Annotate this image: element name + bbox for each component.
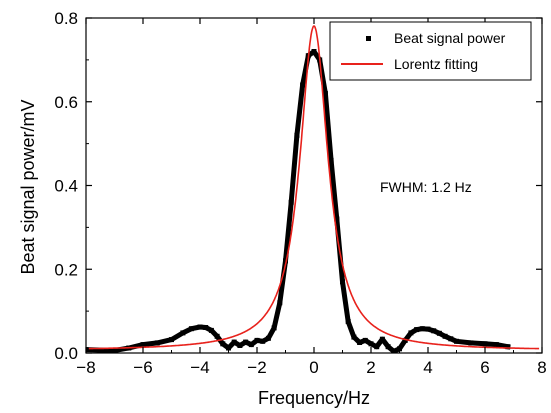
data-point-beat-signal (351, 334, 357, 340)
data-point-beat-signal (169, 337, 174, 343)
data-point-beat-signal (294, 132, 300, 138)
data-point-beat-signal (180, 330, 186, 336)
data-point-beat-signal (482, 341, 488, 347)
data-point-beat-signal (425, 326, 431, 332)
data-point-beat-signal (265, 335, 271, 341)
x-tick-label: 8 (537, 358, 546, 377)
x-tick-label: 2 (366, 358, 375, 377)
legend-box (329, 21, 532, 81)
data-point-beat-signal (243, 339, 249, 345)
y-axis-title: Beat signal power/mV (18, 99, 38, 274)
data-point-beat-signal (402, 337, 408, 343)
data-point-beat-signal (208, 327, 214, 333)
data-point-beat-signal (454, 338, 459, 344)
data-point-beat-signal (385, 344, 391, 350)
x-tick-label: 4 (423, 358, 432, 377)
x-tick-label: −6 (133, 358, 152, 377)
ticks: −8 −6 −4 −2 0 2 4 6 8 0.0 0.2 0.4 0.6 0.8 (54, 9, 546, 377)
data-point-beat-signal (271, 325, 277, 331)
data-point-beat-signal (414, 327, 420, 333)
data-point-beat-signal (505, 344, 511, 350)
data-point-beat-signal (300, 82, 306, 88)
y-tick-label: 0.0 (54, 344, 78, 363)
data-point-beat-signal (220, 341, 226, 347)
data-point-beat-signal (86, 347, 89, 353)
fwhm-annotation: FWHM: 1.2 Hz (380, 179, 472, 195)
data-point-beat-signal (311, 49, 317, 54)
data-point-beat-signal (226, 345, 231, 351)
data-point-beat-signal (322, 90, 328, 96)
data-point-beat-signal (277, 300, 283, 306)
data-point-beat-signal (357, 340, 363, 345)
legend-label-beat-signal: Beat signal power (394, 30, 506, 46)
data-point-beat-signal (328, 157, 334, 163)
data-point-beat-signal (448, 336, 454, 342)
data-point-beat-signal (436, 330, 442, 336)
data-point-beat-signal (214, 333, 220, 339)
data-point-beat-signal (197, 324, 203, 330)
y-tick-label: 0.8 (54, 9, 78, 28)
data-point-beat-signal (254, 337, 260, 343)
data-point-beat-signal (340, 279, 345, 285)
data-point-beat-signal (334, 216, 340, 222)
series-beat-signal-line (86, 49, 511, 353)
data-point-beat-signal (288, 199, 294, 205)
data-point-beat-signal (154, 340, 160, 346)
data-point-beat-signal (140, 342, 146, 348)
data-point-beat-signal (203, 325, 209, 330)
y-tick-label: 0.4 (54, 177, 78, 196)
data-point-beat-signal (231, 339, 237, 345)
x-tick-label: −2 (247, 358, 266, 377)
data-point-beat-signal (408, 330, 414, 336)
data-point-beat-signal (442, 333, 448, 339)
data-point-beat-signal (397, 346, 402, 352)
data-point-beat-signal (248, 342, 254, 348)
y-tick-label: 0.2 (54, 260, 78, 279)
x-tick-label: 6 (480, 358, 489, 377)
data-point-beat-signal (237, 343, 243, 348)
data-point-beat-signal (188, 326, 194, 332)
legend-label-lorentz: Lorentz fitting (394, 56, 478, 72)
data-point-beat-signal (362, 337, 368, 343)
x-tick-label: −8 (76, 358, 95, 377)
x-tick-label: 0 (309, 358, 318, 377)
y-tick-label: 0.6 (54, 93, 78, 112)
data-point-beat-signal (391, 348, 397, 353)
data-point-beat-signal (260, 338, 266, 344)
x-tick-label: −4 (190, 358, 209, 377)
data-point-beat-signal (374, 344, 380, 350)
x-axis-title: Frequency/Hz (258, 388, 370, 408)
series-lorentz-line (88, 25, 540, 350)
data-point-beat-signal (368, 341, 374, 347)
legend-marker-beat-signal (366, 36, 371, 41)
data-point-beat-signal (468, 340, 474, 346)
legend: Beat signal power Lorentz fitting (329, 21, 532, 81)
data-point-beat-signal (345, 319, 351, 325)
data-point-beat-signal (493, 342, 499, 348)
data-point-beat-signal (419, 326, 425, 332)
data-point-beat-signal (379, 336, 385, 342)
plot-area (86, 25, 540, 353)
data-point-beat-signal (431, 328, 437, 334)
